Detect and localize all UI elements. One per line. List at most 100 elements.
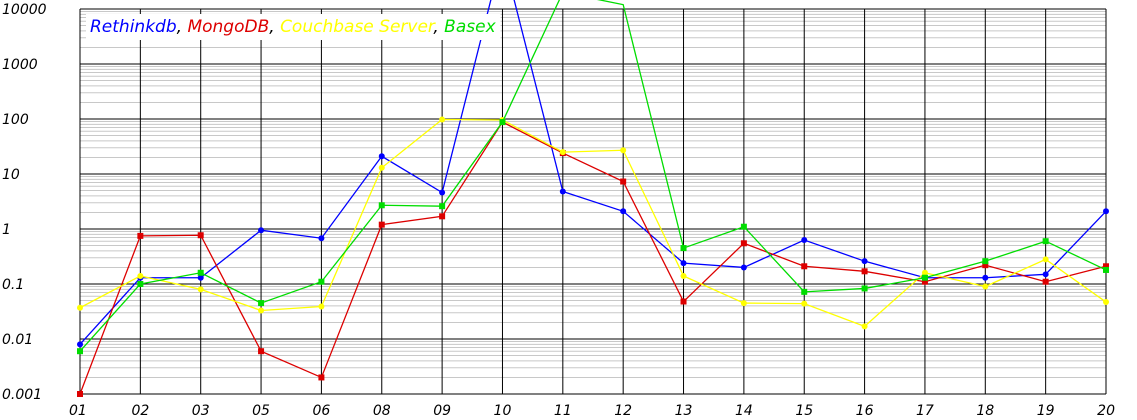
data-point [1042,256,1049,263]
data-point [258,300,265,307]
x-tick-label: 17 [916,403,934,419]
x-tick-label: 06 [312,403,330,419]
data-point [740,264,747,271]
data-point [801,237,808,244]
data-point [1042,271,1049,278]
data-point [861,285,868,292]
data-point [680,260,687,267]
x-tick-label: 20 [1097,403,1115,419]
data-point [680,245,687,252]
x-tick-label: 13 [675,403,693,419]
y-tick-label: 100 [2,112,29,128]
y-tick-label: 0.01 [2,332,33,348]
data-point [982,262,989,269]
data-point [197,269,204,276]
data-point [680,272,687,279]
data-point [378,153,385,160]
legend-entry: Couchbase Server [280,17,436,37]
legend-entry: Rethinkdb [90,17,177,37]
legend-entry: MongoDB [187,17,269,37]
data-point [137,232,144,239]
x-tick-label: 16 [856,403,874,419]
x-tick-label: 01 [69,403,87,419]
x-tick-label: 08 [373,403,391,419]
data-point [620,208,627,215]
y-tick-label: 1000 [2,57,38,73]
data-point [318,235,325,242]
x-tick-label: 09 [433,403,451,419]
data-point [137,272,144,279]
data-point [1103,299,1109,306]
data-point [318,374,325,381]
data-point [921,278,928,285]
series-line [79,0,1107,352]
y-tick-label: 10000 [2,2,47,18]
x-tick-label: 10 [494,403,512,419]
data-point [620,147,627,154]
grid [79,8,1107,395]
data-point [197,274,204,281]
x-axis: 01 02 03 05 06 08 09 10 11 12 13 14 15 16 17 18 19 20 [69,403,1115,419]
data-point [1103,263,1109,270]
series-rethinkdb [77,0,1109,348]
data-point [740,300,747,307]
data-point [439,203,446,210]
data-point [439,213,446,220]
data-point [861,258,868,265]
data-point [982,283,989,290]
data-point [1103,266,1109,273]
data-point [801,263,808,270]
data-point [378,164,385,171]
data-point [982,274,989,281]
data-point [861,268,868,275]
legend-separator: , [433,17,444,37]
legend-text: Rethinkdb, MongoDB, Couchbase Server, Ba… [90,17,497,37]
y-tick-label: 0.001 [2,387,42,403]
data-point [740,223,747,230]
data-point [258,348,265,355]
data-point [921,274,928,281]
legend-separator: , [269,17,280,37]
x-tick-label: 03 [192,403,210,419]
y-tick-label: 10 [2,167,20,183]
data-point [77,341,83,348]
x-tick-label: 12 [614,403,632,419]
data-point [680,298,687,305]
series-basex [77,0,1109,355]
legend-separator: , [177,17,188,37]
data-point [77,348,83,355]
data-point [137,281,144,287]
data-point [258,307,265,314]
data-point [861,323,868,330]
legend: Rethinkdb, MongoDB, Couchbase Server, Ba… [86,14,501,40]
data-point [740,240,747,247]
y-axis: 10000 1000 100 10 1 0.1 0.01 0.001 [2,2,47,403]
data-point [921,269,928,276]
data-point [318,278,325,285]
data-point [378,221,385,228]
x-tick-label: 02 [131,403,149,419]
data-point [801,300,808,307]
data-point [197,286,204,293]
data-point [1103,208,1109,215]
data-point [620,178,627,185]
x-tick-label: 18 [976,403,994,419]
y-tick-label: 1 [2,222,11,238]
data-point [197,232,204,239]
data-point [77,391,83,397]
data-point [559,149,566,156]
data-point [801,288,808,295]
data-point [559,188,566,195]
data-point [258,227,265,234]
x-tick-label: 19 [1037,403,1055,419]
legend-entry: Basex [444,17,496,37]
data-point [439,189,446,196]
series-line [79,121,1107,395]
data-point [77,304,83,311]
legend-background [86,14,501,40]
x-tick-label: 05 [252,403,270,419]
data-point [982,258,989,265]
data-point [378,202,385,209]
